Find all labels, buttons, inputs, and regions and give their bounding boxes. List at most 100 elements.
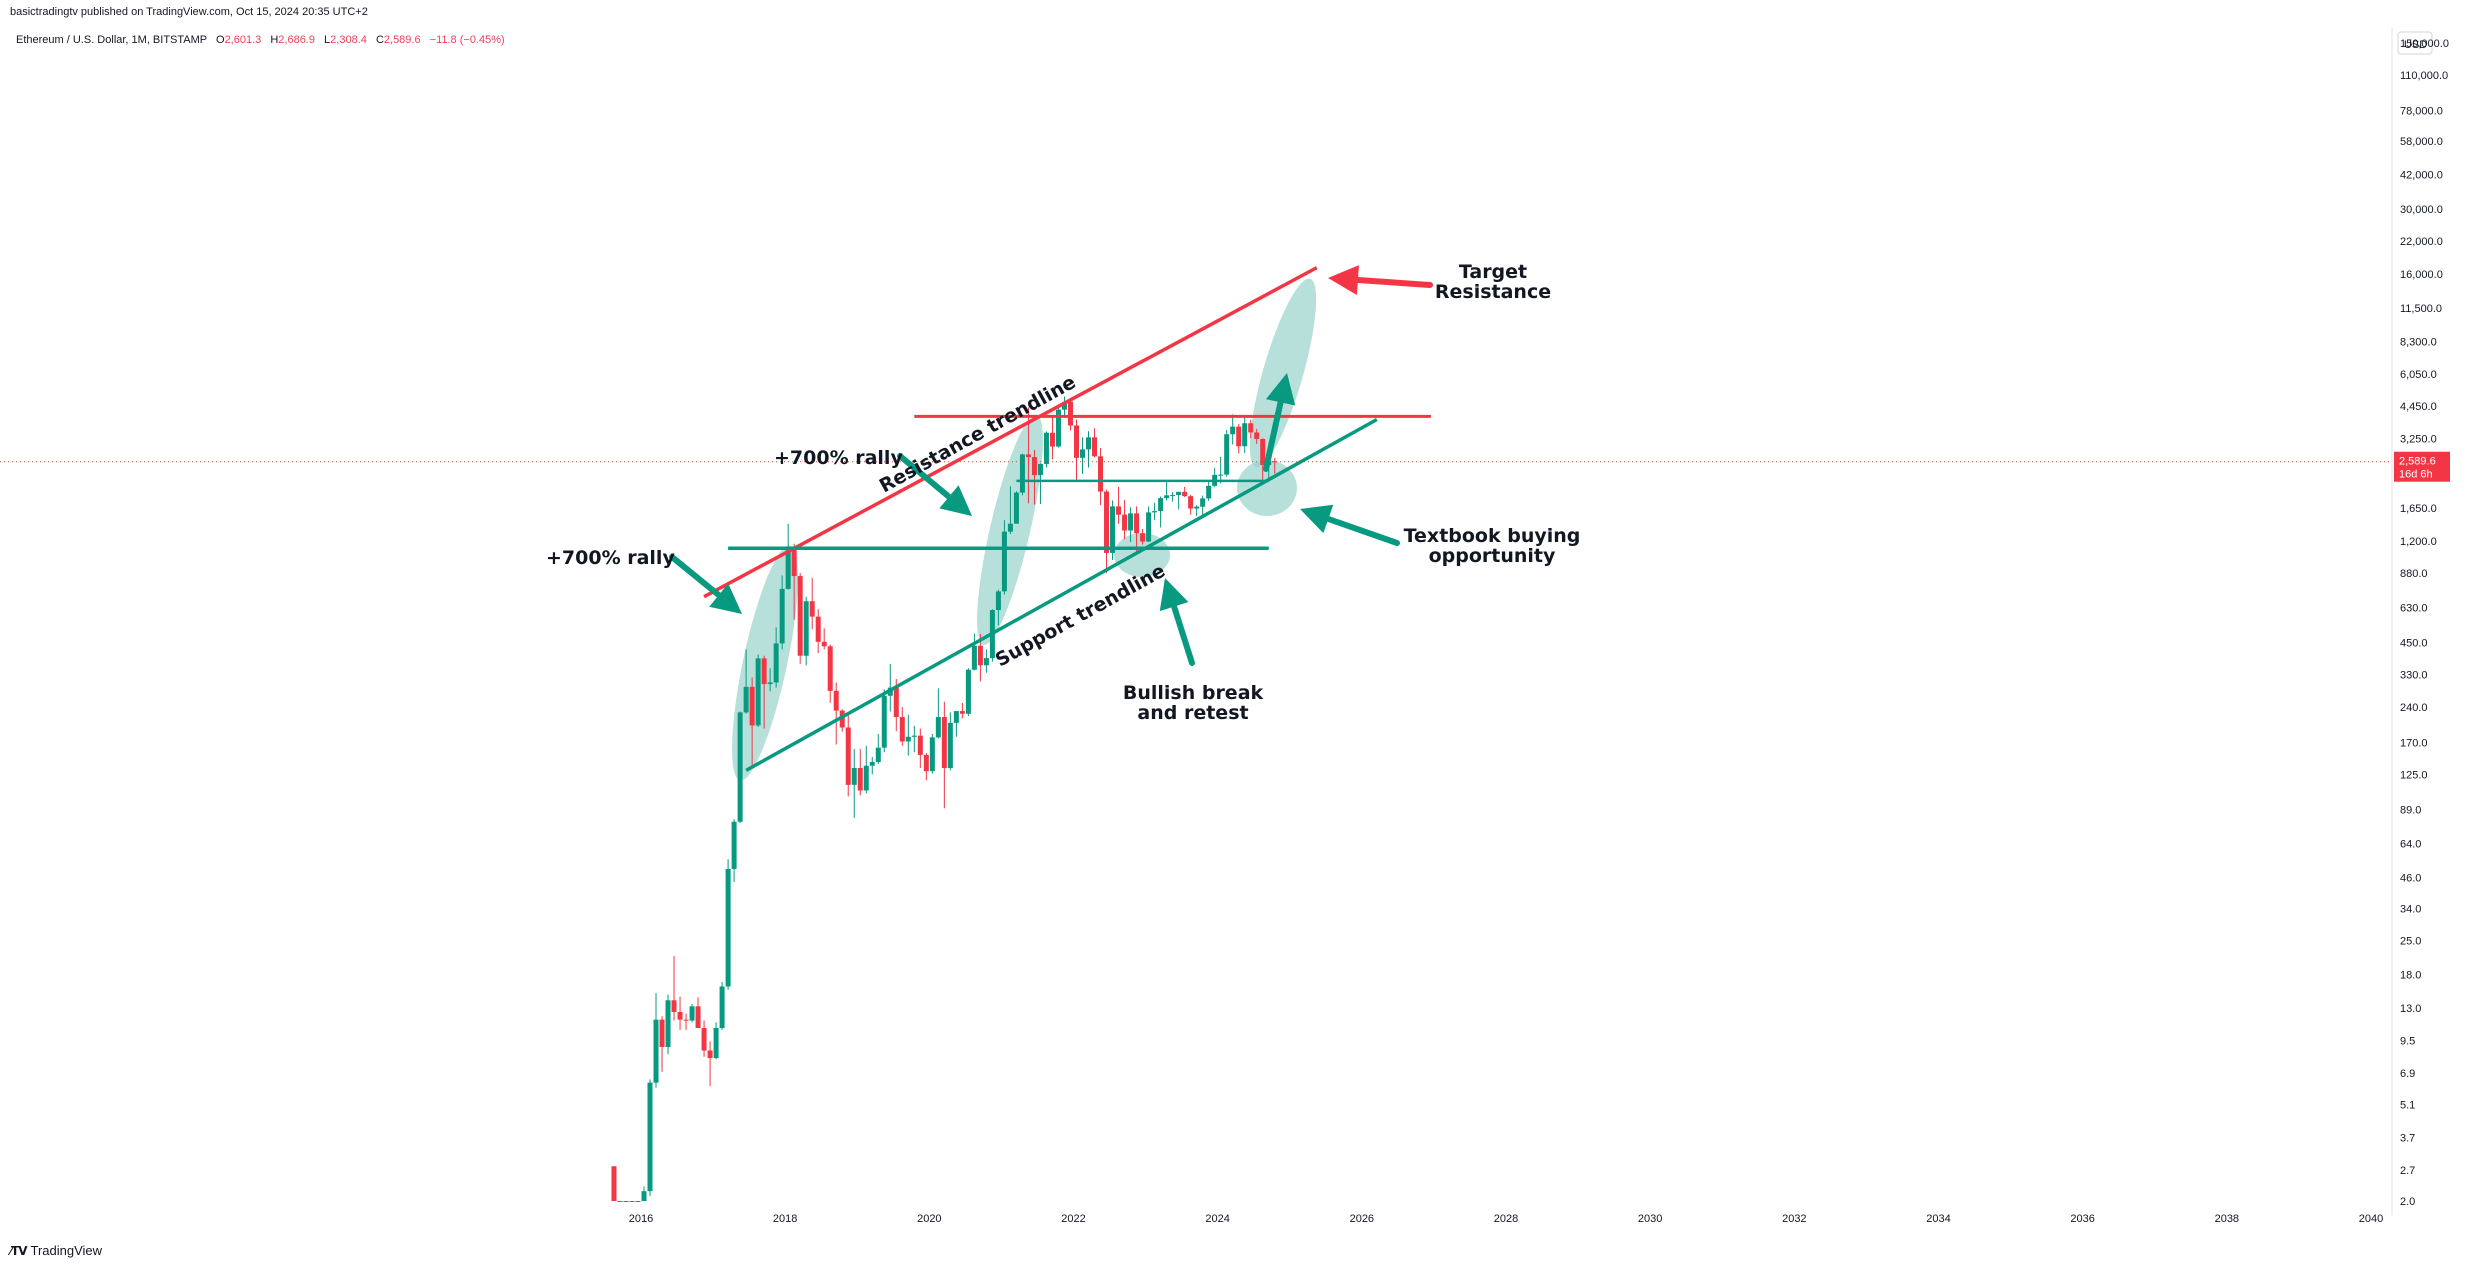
candle[interactable] <box>725 868 731 987</box>
candle[interactable] <box>695 1006 701 1028</box>
candle[interactable] <box>1158 498 1164 512</box>
candle[interactable] <box>1224 434 1230 475</box>
candle[interactable] <box>821 641 827 647</box>
candle[interactable] <box>803 601 809 656</box>
candle[interactable] <box>869 761 875 766</box>
candle[interactable] <box>1043 432 1049 464</box>
candle[interactable] <box>1122 514 1128 531</box>
candle[interactable] <box>845 727 851 785</box>
candle[interactable] <box>929 737 935 772</box>
candle[interactable] <box>1170 495 1176 497</box>
candle[interactable] <box>737 712 743 822</box>
candle[interactable] <box>1254 432 1260 439</box>
candle[interactable] <box>743 686 749 713</box>
candle[interactable] <box>1206 485 1212 499</box>
candle[interactable] <box>1055 409 1061 447</box>
candle[interactable] <box>995 591 1001 611</box>
candle[interactable] <box>1146 512 1152 542</box>
resistance-trendline[interactable] <box>703 266 1318 599</box>
candle[interactable] <box>911 735 917 737</box>
candle[interactable] <box>791 548 797 577</box>
candle[interactable] <box>1140 533 1146 542</box>
candle[interactable] <box>1086 437 1092 450</box>
candle[interactable] <box>1116 506 1122 515</box>
candle[interactable] <box>839 710 845 728</box>
candle[interactable] <box>1230 426 1236 435</box>
candle[interactable] <box>749 686 755 726</box>
candle[interactable] <box>1152 511 1158 513</box>
candle[interactable] <box>881 695 887 748</box>
candle[interactable] <box>1200 498 1206 507</box>
candle[interactable] <box>1061 401 1067 410</box>
candle[interactable] <box>1074 425 1079 458</box>
candle[interactable] <box>1134 513 1140 534</box>
candle[interactable] <box>893 687 899 718</box>
candle[interactable] <box>809 601 815 617</box>
candle[interactable] <box>1092 437 1098 457</box>
candle[interactable] <box>1128 513 1134 531</box>
candle[interactable] <box>731 821 737 869</box>
candle[interactable] <box>1194 506 1200 509</box>
candle[interactable] <box>1260 438 1266 465</box>
candle[interactable] <box>1007 523 1013 532</box>
candle[interactable] <box>659 1019 665 1047</box>
symbol-name[interactable]: Ethereum / U.S. Dollar, 1M, BITSTAMP <box>16 34 207 46</box>
candle[interactable] <box>1182 491 1188 497</box>
candle[interactable] <box>713 1027 719 1058</box>
candle[interactable] <box>785 548 791 589</box>
candle[interactable] <box>1248 423 1254 433</box>
candle[interactable] <box>815 616 821 642</box>
candle[interactable] <box>1272 461 1278 463</box>
candle[interactable] <box>761 658 767 685</box>
candle[interactable] <box>1176 491 1182 496</box>
candle[interactable] <box>875 747 881 762</box>
candle[interactable] <box>899 717 905 742</box>
candle[interactable] <box>1001 531 1007 592</box>
candle[interactable] <box>635 1201 641 1202</box>
candle[interactable] <box>629 1201 635 1202</box>
support-trendline[interactable] <box>745 417 1378 772</box>
candle[interactable] <box>953 711 959 723</box>
candle[interactable] <box>701 1027 707 1051</box>
candle[interactable] <box>767 682 773 685</box>
candle[interactable] <box>719 986 725 1028</box>
candle[interactable] <box>977 645 983 666</box>
candle[interactable] <box>689 1006 695 1021</box>
candle[interactable] <box>833 690 839 711</box>
candle[interactable] <box>683 1019 689 1021</box>
candle[interactable] <box>959 711 965 714</box>
candle[interactable] <box>1188 496 1194 509</box>
candle[interactable] <box>857 768 863 791</box>
candle[interactable] <box>1025 454 1031 458</box>
candle[interactable] <box>947 722 953 769</box>
candle[interactable] <box>755 658 761 726</box>
candle[interactable] <box>923 754 929 772</box>
candle[interactable] <box>707 1050 713 1058</box>
candle[interactable] <box>797 576 803 656</box>
candle[interactable] <box>1019 454 1025 493</box>
candle[interactable] <box>1164 495 1170 499</box>
candle[interactable] <box>1067 401 1073 426</box>
candle[interactable] <box>653 1019 659 1083</box>
candle[interactable] <box>617 1201 623 1202</box>
candle[interactable] <box>623 1201 629 1202</box>
candle[interactable] <box>647 1082 653 1192</box>
candle[interactable] <box>641 1191 647 1201</box>
candle[interactable] <box>941 717 947 769</box>
currency-button[interactable] <box>2397 31 2433 55</box>
candle[interactable] <box>1110 506 1116 553</box>
candle[interactable] <box>1013 492 1019 524</box>
candle[interactable] <box>779 588 785 644</box>
candle[interactable] <box>1242 423 1248 447</box>
candle[interactable] <box>917 735 923 755</box>
candle[interactable] <box>1049 432 1055 447</box>
candle[interactable] <box>863 765 869 791</box>
candle[interactable] <box>1031 457 1037 476</box>
candle[interactable] <box>1218 474 1224 476</box>
candle[interactable] <box>827 646 833 691</box>
candle[interactable] <box>1236 426 1242 447</box>
candle[interactable] <box>665 1000 671 1047</box>
candle[interactable] <box>851 768 857 785</box>
candle[interactable] <box>611 1166 617 1201</box>
